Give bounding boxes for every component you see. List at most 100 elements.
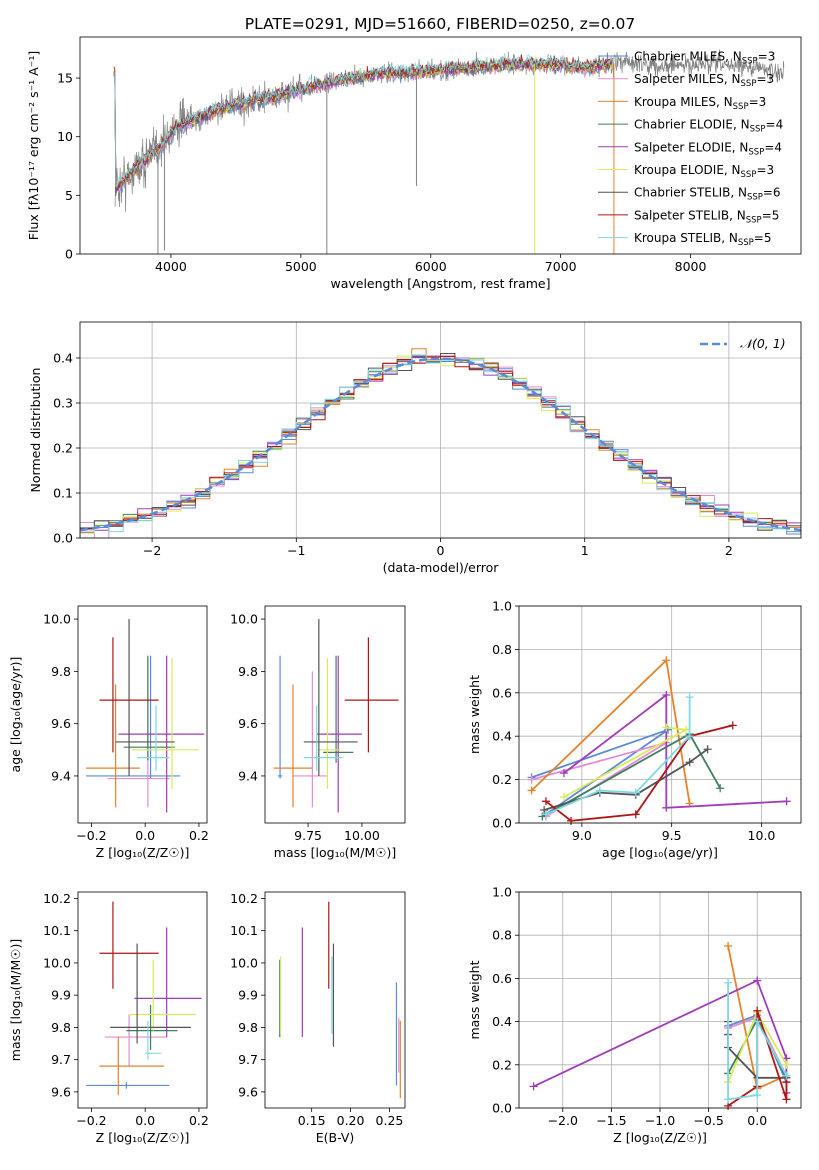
errorbar-kroupa-stelib (137, 705, 170, 771)
axes-frame (77, 605, 208, 824)
y-tick-label: 0.6 (492, 971, 512, 986)
data-point (559, 769, 568, 778)
legend-entry-salpeter-elodie: Salpeter ELODIE, NSSP=4 (634, 140, 782, 157)
series-salpeter-stelib (541, 721, 737, 825)
y-tick-label: 0.4 (492, 729, 512, 744)
x-tick-label: 5000 (285, 259, 317, 274)
x-tick-label: 0.0 (747, 1113, 767, 1128)
y-tick-label: 15 (57, 71, 73, 86)
axes-age-vs-mass: 9.75 10.00 9.4 9.6 9.8 10.0 mass [log₁₀(M/M☉)] (230, 605, 406, 860)
axes-spectrum: 4000 5000 6000 7000 8000 0 5 10 15 wavelength [An… (26, 36, 802, 291)
axes-weight-vs-Z: −2.0 −1.5 −1.0 −0.5 0.0 0.0 0.2 0.4 0.6 0.8 1.0 Z [… (467, 885, 802, 1145)
data-point (753, 1017, 762, 1026)
x-tick-label: 10.0 (748, 828, 776, 843)
x-tick-label: 9.0 (572, 828, 592, 843)
y-tick-label: 9.8 (51, 664, 71, 679)
y-tick-label: 9.6 (51, 1084, 71, 1099)
legend-entry-chabrier-miles: Chabrier MILES, NSSP=3 (634, 50, 775, 67)
legend-entry-kroupa-miles: Kroupa MILES, NSSP=3 (634, 95, 766, 112)
data-point (685, 732, 694, 741)
errorbar-kroupa-elodie (318, 658, 341, 790)
figure-title: PLATE=0291, MJD=51660, FIBERID=0250, z=0… (245, 15, 635, 33)
y-tick-label: 0.8 (492, 642, 512, 657)
data-point (753, 1006, 762, 1015)
y-tick-label: 9.7 (51, 1052, 71, 1067)
data-point (782, 1060, 791, 1069)
y-tick-label: 9.8 (238, 1020, 258, 1035)
data-point (541, 797, 550, 806)
x-tick-label: 7000 (545, 259, 577, 274)
series-line (563, 693, 787, 809)
errorbar-salpeter-stelib (99, 637, 159, 753)
data-point (685, 693, 694, 702)
y-tick-label: 10.0 (230, 612, 258, 627)
x-tick-label: 0.15 (298, 1113, 326, 1128)
y-tick-label: 10.2 (43, 891, 71, 906)
data-point (631, 788, 640, 797)
y-tick-label: 0.4 (492, 1014, 512, 1029)
axes-frame (79, 36, 802, 255)
errorbar-kroupa-miles (273, 684, 313, 808)
axes-frame (518, 891, 802, 1109)
series-kroupa-elodie (559, 723, 691, 801)
y-tick-label: 5 (65, 188, 73, 203)
y-tick-label: 10.1 (43, 923, 71, 938)
x-tick-label: 6000 (415, 259, 447, 274)
y-tick-label: 0.1 (53, 486, 73, 501)
x-tick-label: 2 (725, 543, 733, 558)
data-point (559, 792, 568, 801)
data-point (662, 690, 671, 699)
errorbar-kroupa-stelib (303, 705, 343, 771)
legend-entry-gaussian: 𝒩(0, 1) (740, 336, 786, 351)
axes-mass-vs-Z: −0.2 0.0 0.2 9.6 9.7 9.8 9.9 10.0 10.1 10.2 Z [log… (8, 891, 209, 1145)
errorbar-kroupa-miles (86, 684, 140, 808)
x-tick-label: 0.0 (135, 828, 155, 843)
x-tick-label: 0 (437, 543, 445, 558)
x-tick-label: 8000 (675, 259, 707, 274)
data-point (595, 786, 604, 795)
y-axis-label: Normed distribution (28, 368, 43, 493)
axes-frame (79, 321, 802, 539)
axes-weight-vs-age: 9.0 9.5 10.0 0.0 0.2 0.4 0.6 0.8 1.0 age [log₁₀(a… (467, 599, 802, 860)
y-tick-label: 10.2 (230, 891, 258, 906)
y-tick-label: 0.4 (53, 351, 73, 366)
y-tick-label: 0.2 (53, 441, 73, 456)
errorbar-chabrier-miles (86, 655, 181, 779)
errorbar-kroupa-stelib (145, 1020, 162, 1060)
data-point (782, 797, 791, 806)
y-tick-label: 0 (65, 247, 73, 262)
errorbar-salpeter-miles (107, 658, 170, 808)
y-tick-label: 9.4 (238, 768, 258, 783)
series-line (531, 728, 669, 816)
x-tick-label: 9.75 (294, 828, 322, 843)
errorbar-chabrier-stelib (110, 943, 191, 1044)
data-point (631, 810, 640, 819)
y-tick-label: 10 (57, 129, 73, 144)
x-tick-label: −0.2 (76, 828, 106, 843)
legend-entry-kroupa-elodie: Kroupa ELODIE, NSSP=3 (634, 163, 774, 180)
x-tick-label: −2.0 (548, 1113, 578, 1128)
x-axis-label: age [log₁₀(age/yr)] (602, 845, 718, 860)
x-axis-label: Z [log₁₀(Z/Z☉)] (96, 845, 190, 860)
data-point (716, 784, 725, 793)
data-point (662, 656, 671, 665)
model-kroupa-stelib (113, 53, 614, 189)
errorbar-chabrier-miles (277, 655, 283, 779)
y-tick-label: 10.0 (230, 955, 258, 970)
errorbar-kroupa-elodie (131, 658, 199, 790)
legend-entry-salpeter-stelib: Salpeter STELIB, NSSP=5 (634, 208, 779, 225)
data-point (527, 775, 536, 784)
y-axis-label: mass weight (467, 960, 482, 1039)
data-point (527, 786, 536, 795)
y-tick-label: 9.6 (238, 1084, 258, 1099)
legend-entry-chabrier-stelib: Chabrier STELIB, NSSP=6 (634, 186, 781, 203)
data-point (753, 976, 762, 985)
y-tick-label: 9.8 (51, 1020, 71, 1035)
y-tick-label: 9.7 (238, 1052, 258, 1067)
x-tick-label: −1 (287, 543, 305, 558)
axes-mass-vs-EBV: 0.15 0.20 0.25 9.6 9.7 9.8 9.9 10.0 10.1 10.2 E(B-… (230, 891, 406, 1145)
x-tick-label: −1.0 (645, 1113, 675, 1128)
x-axis-label: E(B-V) (316, 1130, 355, 1145)
errorbar-salpeter-miles (293, 671, 328, 808)
